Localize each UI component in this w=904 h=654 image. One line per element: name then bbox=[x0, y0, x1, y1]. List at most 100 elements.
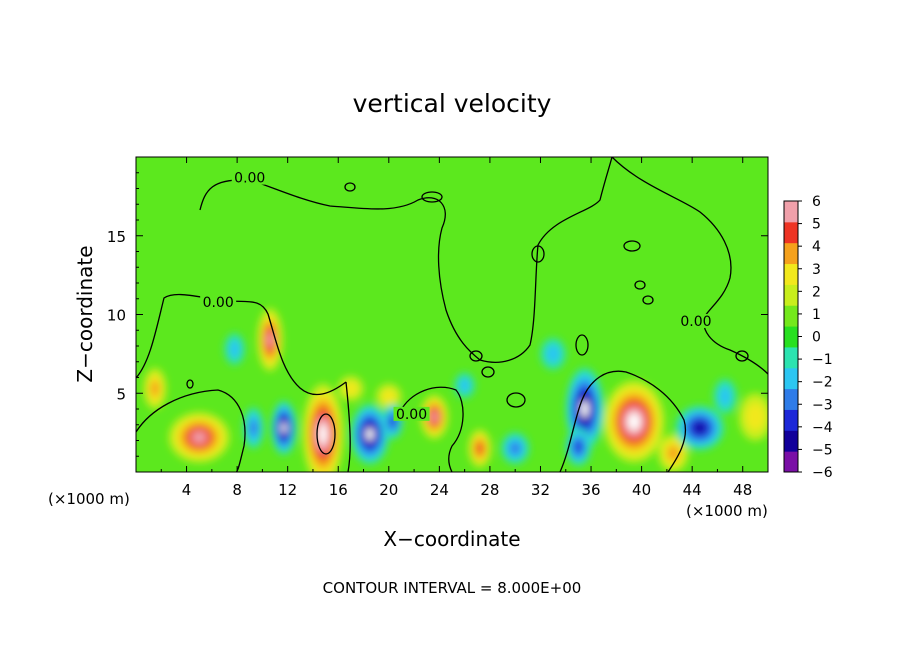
field-level bbox=[281, 422, 287, 434]
updraft-cell-8 bbox=[738, 393, 768, 441]
colorbar-tick-label: 4 bbox=[812, 239, 821, 255]
updraft-cell-4 bbox=[420, 394, 449, 439]
colorbar-tick-label: −3 bbox=[812, 397, 833, 413]
colorbar-segment bbox=[784, 201, 798, 223]
field-level bbox=[580, 400, 589, 418]
colorbar-segment bbox=[784, 326, 798, 348]
x-tick-label: 40 bbox=[632, 481, 651, 499]
field-level bbox=[667, 445, 680, 461]
field-background bbox=[136, 157, 768, 472]
field-level bbox=[381, 389, 396, 404]
downdraft-cell-11 bbox=[271, 401, 297, 455]
colorbar-segment bbox=[784, 430, 798, 452]
colorbar: 6 5 4 3 2 1 0 −1 −2 −3 −4 −5 −6 bbox=[783, 194, 833, 481]
field-level bbox=[430, 411, 438, 423]
colorbar-segment bbox=[784, 221, 798, 244]
x-tick-label: 44 bbox=[683, 481, 702, 499]
zero-contour-core bbox=[316, 413, 336, 455]
colorbar-tick-label: 5 bbox=[812, 217, 821, 233]
colorbar-segment bbox=[784, 388, 798, 410]
x-tick-label: 8 bbox=[232, 481, 242, 499]
field-level bbox=[318, 423, 328, 445]
x-tick-label: 16 bbox=[329, 481, 348, 499]
zero-contour-islet bbox=[421, 191, 443, 203]
zero-contour-right bbox=[611, 157, 768, 375]
zero-contour-islet bbox=[531, 245, 545, 263]
colorbar-segment bbox=[784, 346, 798, 369]
contour-label: 0.00 bbox=[396, 407, 427, 423]
x-tick-label: 48 bbox=[733, 481, 752, 499]
colorbar-tick-label: 1 bbox=[812, 307, 821, 323]
downdraft-cell-20 bbox=[454, 372, 475, 398]
zero-contour-mid bbox=[345, 381, 464, 472]
x-tick-label: 24 bbox=[430, 481, 449, 499]
y-tick-label: 10 bbox=[107, 307, 126, 325]
colorbar-tick-label: −2 bbox=[812, 375, 833, 391]
updraft-cell-3 bbox=[302, 383, 344, 472]
field-level bbox=[266, 331, 274, 348]
contour-labels: 0.00 0.00 0.00 0.00 bbox=[200, 170, 714, 423]
colorbar-tick-label: 2 bbox=[812, 284, 821, 300]
y-axis: 5 10 15 bbox=[107, 172, 768, 457]
zero-contour-islet bbox=[481, 366, 495, 378]
field-level bbox=[574, 441, 583, 453]
downdraft-cell-22 bbox=[540, 338, 566, 370]
zero-contour-islet bbox=[634, 280, 646, 290]
field-level bbox=[509, 442, 521, 455]
contour-label-bg bbox=[677, 313, 714, 328]
colorbar-tick-label: −4 bbox=[812, 420, 833, 436]
x-tick-label: 12 bbox=[278, 481, 297, 499]
y-tick-label: 5 bbox=[116, 385, 126, 403]
downdraft-cell-17 bbox=[565, 427, 592, 466]
zero-contour-islet bbox=[506, 392, 526, 408]
field-level bbox=[627, 413, 641, 431]
colorbar-segment bbox=[784, 451, 798, 473]
field-level bbox=[718, 386, 732, 407]
y-tick-label: 15 bbox=[107, 228, 126, 246]
x-axis-label: X−coordinate bbox=[383, 527, 520, 551]
x-unit-left: (×1000 m) bbox=[48, 490, 130, 508]
x-tick-label: 4 bbox=[182, 481, 192, 499]
downdraft-cell-19 bbox=[501, 432, 530, 465]
updraft-cell-0 bbox=[168, 412, 230, 463]
zero-contour-east bbox=[559, 370, 687, 472]
colorbar-tick-label: 6 bbox=[812, 194, 821, 210]
field-level bbox=[458, 378, 471, 393]
updraft-cell-6 bbox=[603, 380, 665, 463]
updraft-cell-1 bbox=[143, 368, 167, 409]
x-tick-label: 32 bbox=[531, 481, 550, 499]
colorbar-segment bbox=[784, 242, 798, 265]
zero-contour-islet bbox=[642, 295, 654, 305]
x-tick-label: 20 bbox=[379, 481, 398, 499]
zero-contour-islet bbox=[735, 350, 749, 362]
downdraft-cell-21 bbox=[713, 379, 737, 414]
colorbar-segment bbox=[784, 305, 798, 327]
downdraft-cell-13 bbox=[350, 404, 389, 465]
zero-contour-islet bbox=[344, 182, 356, 192]
field-level bbox=[476, 442, 484, 455]
contour-label-bg bbox=[231, 170, 268, 185]
zero-contour-left bbox=[136, 293, 347, 396]
plot-area: 0.00 0.00 0.00 0.00 bbox=[136, 157, 768, 472]
zero-contour-upper bbox=[199, 157, 613, 363]
zero-contour-islet bbox=[575, 334, 589, 356]
contour-label: 0.00 bbox=[234, 171, 265, 187]
contour-label: 0.00 bbox=[680, 314, 711, 330]
field-level bbox=[365, 428, 374, 441]
chart-title: vertical velocity bbox=[353, 89, 552, 118]
field-level bbox=[746, 403, 765, 431]
contour-interval-note: CONTOUR INTERVAL = 8.000E+00 bbox=[323, 579, 582, 597]
colorbar-segment bbox=[784, 263, 798, 285]
field-level bbox=[693, 422, 706, 434]
colorbar-segment bbox=[784, 367, 798, 390]
zero-contour-islet bbox=[469, 350, 483, 362]
x-unit-right: (×1000 m) bbox=[686, 502, 768, 520]
updraft-cell-2 bbox=[257, 308, 283, 372]
colorbar-tick-label: −6 bbox=[812, 465, 833, 481]
x-tick-label: 36 bbox=[581, 481, 600, 499]
zero-contour-islet bbox=[623, 240, 641, 252]
field-level bbox=[249, 419, 258, 436]
updraft-cell-10 bbox=[376, 383, 402, 409]
zero-contour-lower bbox=[136, 389, 246, 472]
